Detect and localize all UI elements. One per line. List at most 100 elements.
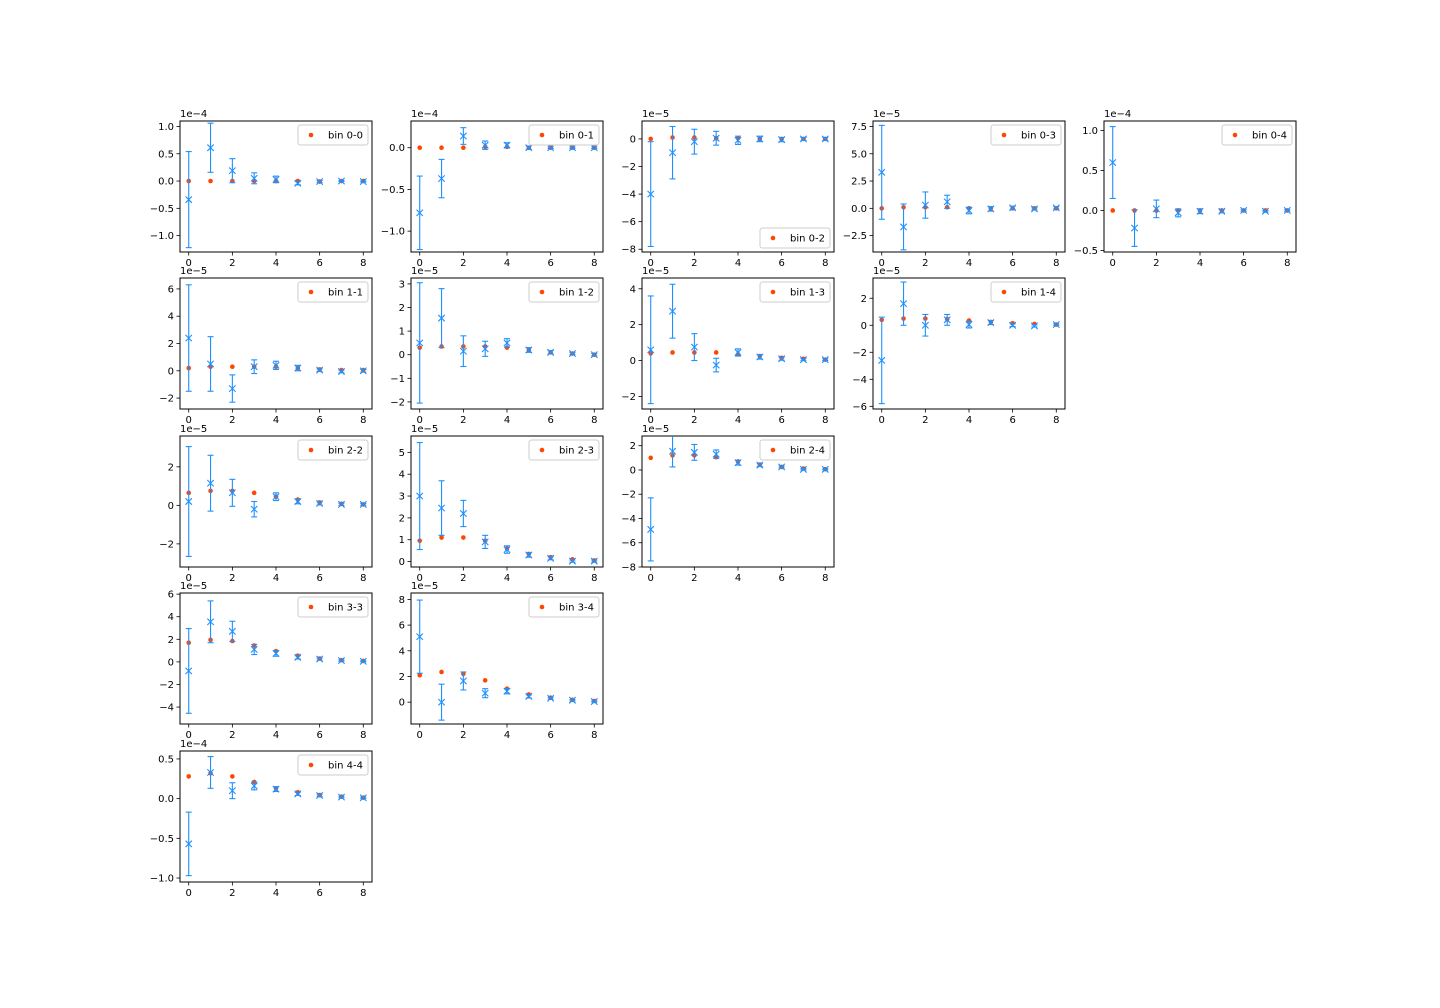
data-marker-x bbox=[525, 144, 533, 152]
legend-label: bin 0-0 bbox=[328, 131, 363, 142]
x-tick-label: 0 bbox=[186, 415, 192, 426]
data-marker-x bbox=[481, 345, 489, 353]
model-point bbox=[439, 669, 444, 675]
x-tick-label: 8 bbox=[360, 888, 366, 899]
data-point bbox=[416, 282, 424, 404]
data-marker-x bbox=[821, 465, 829, 473]
data-marker-x bbox=[987, 205, 995, 213]
y-tick-label: 2 bbox=[168, 462, 174, 473]
data-point bbox=[1052, 204, 1060, 212]
data-marker-x bbox=[459, 677, 467, 685]
data-marker-x bbox=[1009, 204, 1017, 212]
plot-area bbox=[647, 125, 829, 248]
data-marker-x bbox=[416, 339, 424, 347]
y-tick-label: −1.0 bbox=[381, 227, 405, 238]
x-tick-label: 0 bbox=[186, 888, 192, 899]
data-marker-x bbox=[1152, 205, 1160, 213]
data-point bbox=[185, 811, 193, 877]
data-point bbox=[921, 191, 929, 219]
data-point bbox=[294, 790, 302, 798]
axis-exponent-label: 1e−4 bbox=[1104, 109, 1131, 120]
data-point bbox=[481, 688, 489, 699]
x-tick-label: 8 bbox=[822, 573, 828, 584]
legend-box bbox=[759, 227, 831, 249]
model-point bbox=[1110, 208, 1116, 213]
legend-marker bbox=[539, 604, 545, 610]
data-marker-x bbox=[943, 198, 951, 206]
data-point bbox=[547, 554, 555, 562]
data-point bbox=[1130, 209, 1139, 247]
data-point bbox=[1261, 207, 1270, 215]
y-tick-label: 2 bbox=[399, 303, 405, 314]
data-marker-x bbox=[459, 347, 467, 355]
x-tick-label: 4 bbox=[735, 573, 741, 584]
data-marker-x bbox=[316, 177, 324, 186]
legend-marker bbox=[308, 289, 314, 295]
legend-label: bin 3-4 bbox=[559, 603, 594, 614]
data-point bbox=[359, 657, 367, 665]
plot-area bbox=[416, 441, 598, 565]
x-tick-label: 2 bbox=[691, 258, 697, 269]
data-point bbox=[185, 446, 193, 557]
subplot-bin-1-3: 0 2 4 6 8 4 2 0 −2 1e−5 bin 1-3 bbox=[621, 266, 835, 426]
data-point bbox=[316, 177, 324, 186]
data-point bbox=[316, 791, 324, 800]
data-marker-x bbox=[337, 793, 346, 801]
axis-exponent-label: 1e−5 bbox=[642, 109, 669, 120]
legend: bin 0-1 bbox=[528, 124, 600, 146]
y-tick-label: 8 bbox=[399, 595, 405, 606]
data-marker-x bbox=[359, 794, 367, 802]
data-point bbox=[503, 338, 511, 348]
legend-box bbox=[990, 281, 1062, 303]
data-point bbox=[1152, 199, 1160, 219]
data-marker-x bbox=[294, 653, 302, 661]
y-tick-label: 0.0 bbox=[1082, 206, 1098, 217]
data-point bbox=[250, 643, 258, 656]
data-marker-x bbox=[525, 551, 533, 559]
data-point bbox=[734, 348, 742, 357]
data-point bbox=[459, 671, 467, 691]
x-tick-label: 0 bbox=[879, 415, 885, 426]
axis-exponent-label: 1e−5 bbox=[411, 424, 438, 435]
data-point bbox=[206, 756, 215, 789]
data-point bbox=[416, 175, 424, 251]
data-point bbox=[590, 351, 598, 359]
y-tick-label: 0 bbox=[168, 501, 174, 512]
data-point bbox=[668, 436, 677, 468]
legend-label: bin 0-4 bbox=[1252, 131, 1287, 142]
data-marker-x bbox=[734, 136, 742, 144]
legend-box bbox=[528, 124, 600, 146]
data-point bbox=[359, 177, 367, 186]
data-point bbox=[756, 461, 764, 469]
legend-box bbox=[297, 281, 369, 303]
x-tick-label: 6 bbox=[316, 415, 322, 426]
data-point bbox=[316, 366, 324, 374]
x-tick-label: 6 bbox=[316, 730, 322, 741]
model-point bbox=[670, 350, 675, 355]
data-marker-x bbox=[756, 135, 764, 143]
legend: bin 1-1 bbox=[297, 281, 369, 303]
data-point bbox=[228, 620, 236, 643]
data-point bbox=[1174, 208, 1182, 218]
data-marker-x bbox=[1261, 207, 1270, 215]
data-point bbox=[185, 151, 193, 249]
legend-marker bbox=[308, 447, 314, 453]
x-tick-label: 6 bbox=[778, 573, 784, 584]
data-point bbox=[525, 144, 533, 152]
x-tick-label: 2 bbox=[460, 573, 466, 584]
subplot-bin-1-1: 0 2 4 6 8 6 4 2 0 −2 1e−5 bin 1-1 bbox=[159, 266, 373, 426]
plot-area bbox=[1109, 126, 1291, 247]
x-tick-label: 6 bbox=[547, 415, 553, 426]
data-marker-x bbox=[1052, 204, 1060, 212]
y-tick-label: 0 bbox=[399, 698, 405, 709]
x-tick-label: 4 bbox=[504, 730, 510, 741]
plot-area bbox=[416, 599, 598, 721]
data-point bbox=[821, 356, 829, 364]
data-point bbox=[647, 141, 655, 248]
data-point bbox=[316, 655, 324, 663]
x-tick-label: 6 bbox=[778, 415, 784, 426]
x-tick-label: 2 bbox=[691, 573, 697, 584]
data-marker-x bbox=[316, 499, 324, 508]
data-point bbox=[690, 128, 698, 155]
data-point bbox=[359, 500, 367, 508]
